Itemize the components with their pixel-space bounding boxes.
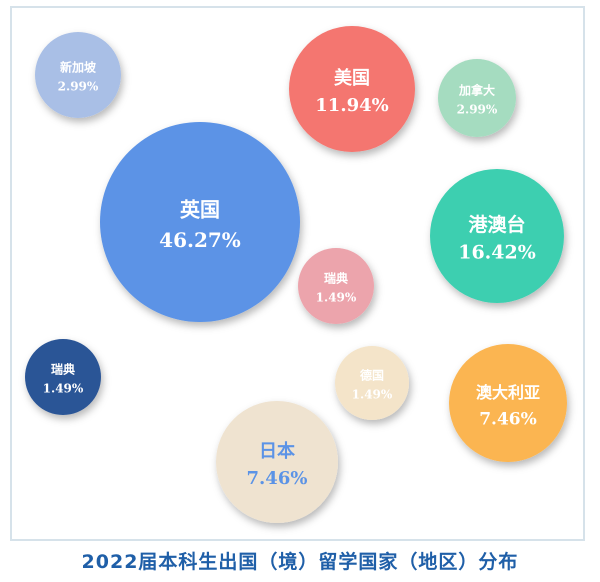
bubble-value-label: 2.99% [58,80,99,94]
bubble-10: 瑞典 1.49% [25,339,101,415]
bubble-name-label: 英国 [180,197,220,221]
bubble-value-label: 16.42% [458,241,536,263]
bubble-3: 美国 11.94% [289,26,415,152]
bubble-circle [216,401,338,523]
bubble-4: 日本 7.46% [216,401,338,523]
bubble-8: 瑞典 1.49% [298,248,374,324]
bubble-value-label: 11.94% [315,95,388,116]
bubble-circle [100,122,300,322]
bubble-circle [289,26,415,152]
bubble-9: 德国 1.49% [335,346,409,420]
bubble-name-label: 澳大利亚 [476,383,540,402]
bubble-name-label: 美国 [334,67,370,89]
bubble-circle [35,32,121,118]
bubble-value-label: 2.99% [457,103,498,117]
bubble-7: 加拿大 2.99% [438,59,516,137]
bubble-value-label: 1.49% [316,291,357,305]
bubble-circle [25,339,101,415]
bubble-name-label: 新加坡 [60,59,97,74]
bubble-circle [335,346,409,420]
bubble-name-label: 日本 [259,440,295,462]
bubble-value-label: 7.46% [247,468,308,489]
bubble-circle [430,169,564,303]
bubble-chart: 英国 46.27% 港澳台 16.42% 美国 11.94% 日本 7.46% 澳大利亚 7.46… [25,26,567,523]
bubble-name-label: 瑞典 [324,270,348,285]
bubble-value-label: 1.49% [352,388,393,402]
bubble-6: 新加坡 2.99% [35,32,121,118]
bubble-name-label: 加拿大 [458,82,495,97]
chart-title: 2022届本科生出国（境）留学国家（地区）分布 [81,551,519,573]
bubble-value-label: 1.49% [43,382,84,396]
bubble-name-label: 港澳台 [468,213,525,236]
bubble-2: 港澳台 16.42% [430,169,564,303]
bubble-circle [438,59,516,137]
bubble-circle [449,344,567,462]
bubble-circle [298,248,374,324]
bubble-5: 澳大利亚 7.46% [449,344,567,462]
bubble-value-label: 7.46% [479,409,537,429]
bubble-1: 英国 46.27% [100,122,300,322]
bubble-value-label: 46.27% [159,228,241,252]
bubble-name-label: 德国 [360,367,384,382]
bubble-name-label: 瑞典 [51,361,75,376]
